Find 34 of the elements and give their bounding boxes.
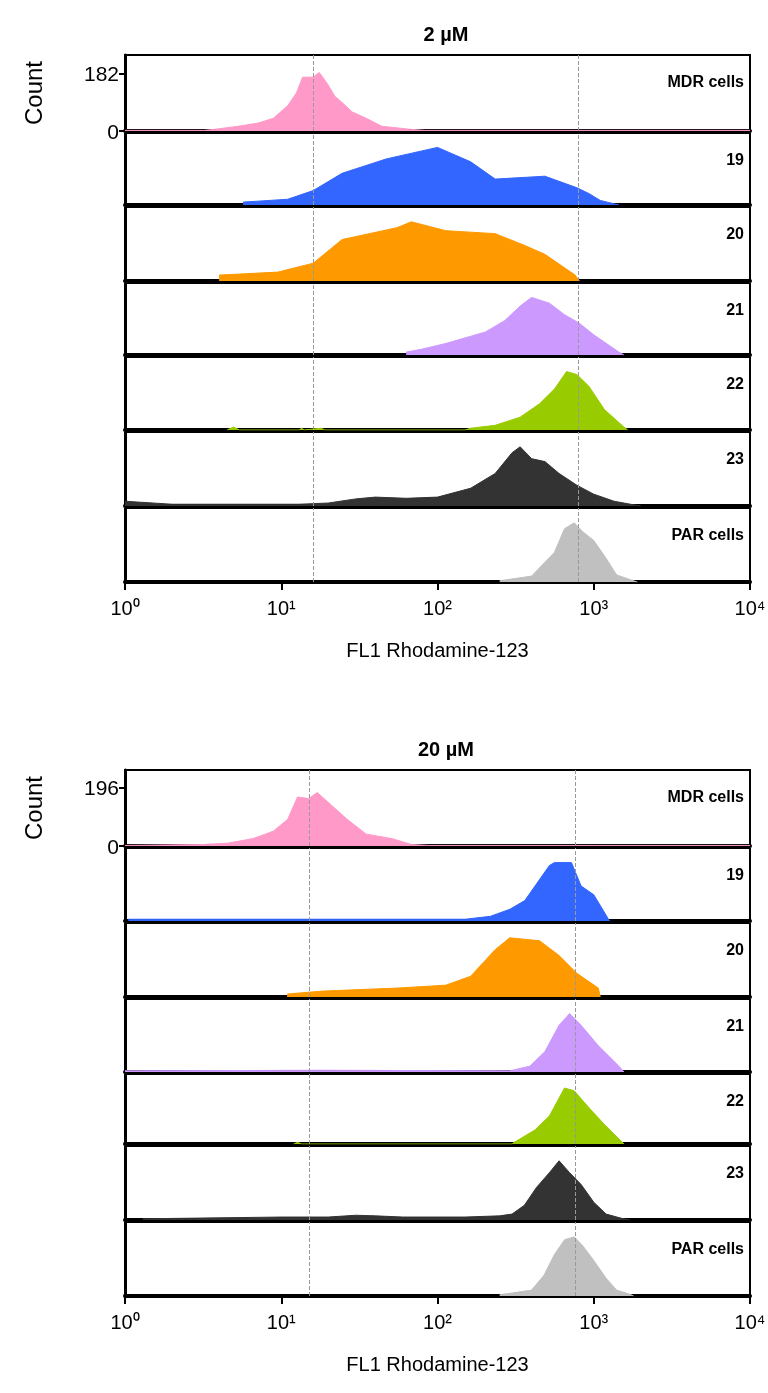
x-tick-label: 10⁰ (110, 597, 140, 619)
annotation: PAR cells (671, 1239, 745, 1257)
x-tick-label: 10¹ (266, 1311, 297, 1333)
x-tick-label: 10⁴ (734, 597, 766, 619)
annotation: 21 (726, 1016, 745, 1034)
annotation: 19 (726, 865, 745, 883)
y-tick-label: 0 (107, 834, 119, 858)
y-tick-label: 196 (83, 776, 119, 800)
x-axis-title: FL1 Rhodamine-123 (346, 639, 529, 661)
x-tick-label: 10¹ (266, 597, 297, 619)
x-axis-title: FL1 Rhodamine-123 (346, 1353, 529, 1375)
annotation: 22 (726, 1091, 745, 1109)
chart-title: 2 µM (423, 23, 469, 45)
annotation: 23 (726, 449, 745, 467)
annotation: 20 (726, 940, 745, 958)
y-tick-label: 0 (107, 119, 119, 143)
y-tick-label: 182 (83, 61, 119, 85)
annotation: 20 (726, 224, 745, 242)
annotation: 23 (726, 1163, 745, 1181)
x-tick-label: 10⁴ (734, 1311, 766, 1333)
chart-title: 20 µM (418, 738, 474, 760)
x-tick-label: 10⁰ (110, 1311, 140, 1333)
y-axis-title: Count (19, 60, 47, 126)
annotation: MDR cells (667, 72, 745, 90)
x-tick-label: 10³ (579, 597, 609, 619)
annotation: 21 (726, 300, 745, 318)
x-tick-label: 10³ (579, 1311, 609, 1333)
annotation: 22 (726, 374, 745, 392)
annotation: 19 (726, 150, 745, 168)
x-tick-label: 10² (423, 1311, 453, 1333)
x-tick-label: 10² (423, 597, 453, 619)
annotation: MDR cells (667, 787, 745, 805)
y-axis-title: Count (19, 775, 47, 841)
annotation: PAR cells (671, 525, 745, 543)
